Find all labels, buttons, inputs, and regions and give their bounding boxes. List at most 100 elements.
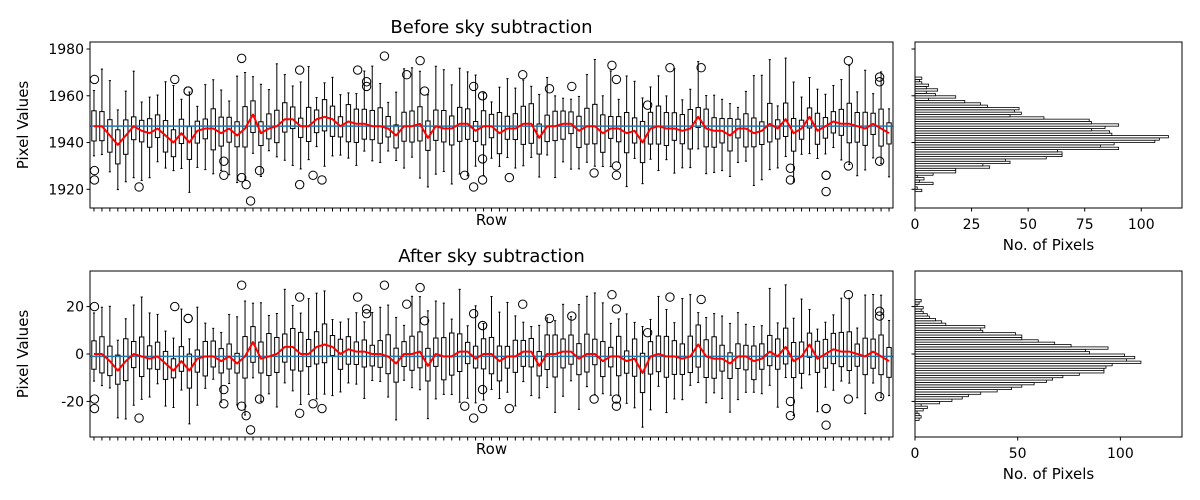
box xyxy=(687,294,693,386)
histogram-x-tick-label: 50 xyxy=(1009,446,1027,462)
outlier-group xyxy=(89,280,885,435)
box xyxy=(782,57,789,158)
outlier-point xyxy=(843,290,854,300)
box-iqr xyxy=(115,354,121,385)
box xyxy=(751,326,757,393)
box xyxy=(282,74,288,161)
box xyxy=(194,105,201,168)
outlier-point xyxy=(642,327,653,338)
histogram-x-tick-label: 100 xyxy=(1128,217,1155,233)
box xyxy=(767,287,773,386)
histogram-x-label: No. of Pixels xyxy=(1003,236,1095,254)
box-iqr xyxy=(592,338,598,366)
box xyxy=(218,332,224,403)
outlier-point xyxy=(89,394,100,404)
box xyxy=(337,321,344,393)
outlier-point xyxy=(843,394,854,404)
y-ticks: 1920 1940 1960 1980 xyxy=(48,42,90,198)
outlier-point xyxy=(477,384,488,395)
box xyxy=(480,323,487,401)
box xyxy=(146,96,153,179)
trend-line xyxy=(94,341,890,374)
box-iqr xyxy=(679,343,685,375)
box xyxy=(822,93,829,155)
box-iqr xyxy=(639,120,646,164)
outlier-point xyxy=(379,51,390,61)
outlier-point xyxy=(379,280,390,290)
box xyxy=(623,313,630,404)
box-iqr xyxy=(536,123,542,155)
outlier-point xyxy=(352,65,363,75)
box xyxy=(711,313,717,394)
box xyxy=(162,81,169,169)
box xyxy=(449,84,455,185)
box xyxy=(878,294,884,398)
histogram-x-tick-label: 75 xyxy=(1076,217,1094,233)
outlier-point xyxy=(544,84,555,94)
outlier-point xyxy=(874,77,885,87)
outlier-point xyxy=(308,170,318,180)
chart-title: Before sky subtraction xyxy=(390,17,592,38)
box-iqr xyxy=(695,107,701,128)
box-iqr xyxy=(449,115,455,146)
box-iqr xyxy=(178,346,185,372)
box xyxy=(759,74,765,181)
outlier-point xyxy=(821,403,831,414)
outlier-point xyxy=(696,294,706,305)
box-iqr xyxy=(568,111,574,135)
box-iqr xyxy=(496,345,503,382)
box-iqr xyxy=(623,350,630,374)
box-iqr xyxy=(393,124,399,149)
outlier-point xyxy=(468,81,479,92)
box xyxy=(854,327,860,399)
box-iqr xyxy=(647,341,654,375)
box xyxy=(663,309,670,414)
box-iqr xyxy=(592,103,598,145)
outlier-point xyxy=(415,282,425,293)
box xyxy=(329,76,336,157)
box xyxy=(504,301,511,393)
box xyxy=(806,77,813,155)
box-iqr xyxy=(727,352,733,379)
outlier-point xyxy=(219,156,229,166)
outlier-point xyxy=(183,86,193,96)
box xyxy=(361,321,367,399)
box xyxy=(345,92,352,159)
box xyxy=(298,312,304,406)
box xyxy=(234,316,240,406)
box xyxy=(115,339,121,419)
y-tick-label: 1940 xyxy=(48,136,84,152)
box xyxy=(814,328,821,413)
box xyxy=(528,85,534,158)
box xyxy=(631,321,638,409)
box xyxy=(146,312,153,398)
box xyxy=(608,322,614,396)
box xyxy=(838,297,845,382)
box xyxy=(552,95,558,179)
box xyxy=(107,305,113,389)
histogram-x-label: No. of Pixels xyxy=(1003,465,1095,483)
box-iqr xyxy=(234,352,240,374)
box xyxy=(321,290,328,395)
chart-title: After sky subtraction xyxy=(398,246,585,267)
outlier-point xyxy=(821,186,831,197)
outlier-point xyxy=(477,154,488,164)
box-iqr xyxy=(782,102,789,137)
outlier-point xyxy=(821,420,831,430)
outlier-point xyxy=(294,65,305,75)
outlier-point xyxy=(785,163,796,173)
box-iqr xyxy=(703,108,709,148)
box xyxy=(576,304,582,410)
box-iqr xyxy=(393,347,399,383)
outlier-point xyxy=(696,63,706,73)
box xyxy=(679,297,685,401)
box xyxy=(417,296,423,391)
box-iqr xyxy=(210,340,216,368)
box xyxy=(751,75,757,186)
outlier-point xyxy=(219,399,229,409)
box xyxy=(266,89,272,152)
box xyxy=(250,302,256,379)
box-iqr xyxy=(321,99,328,132)
box xyxy=(600,95,606,167)
box xyxy=(703,317,709,404)
